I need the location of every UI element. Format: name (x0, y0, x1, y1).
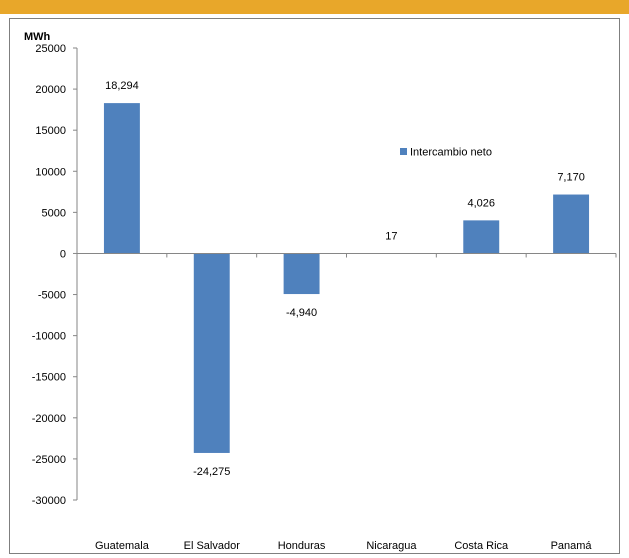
chart-border (9, 18, 620, 554)
y-axis: 25000 20000 15000 10000 5000 0 -5000 -10000 -150… (32, 43, 78, 507)
header-band (0, 0, 629, 14)
x-category-label: El Salvador (184, 540, 241, 552)
y-tick-label: -25000 (32, 454, 66, 466)
data-label: 4,026 (467, 197, 495, 209)
x-category-label: Nicaragua (366, 540, 417, 552)
x-axis: Guatemala El Salvador Honduras Nicaragua Cos… (76, 252, 617, 552)
data-labels: 18,294 -24,275 -4,940 17 4,026 7,170 (105, 80, 585, 478)
x-category-label: Costa Rica (454, 540, 509, 552)
legend-swatch (400, 148, 407, 155)
y-tick-label: 10000 (35, 166, 66, 178)
data-label: -4,940 (286, 307, 317, 319)
bar-guatemala (103, 103, 140, 254)
bar-honduras (283, 253, 320, 295)
y-unit-label: MWh (24, 31, 51, 43)
legend-label: Intercambio neto (410, 147, 492, 159)
legend: Intercambio neto (400, 147, 492, 159)
y-tick-label: -15000 (32, 372, 66, 384)
x-category-label: Honduras (278, 540, 326, 552)
data-label: 7,170 (557, 172, 585, 184)
y-tick-label: 25000 (35, 43, 66, 55)
bar-el-salvador (193, 253, 230, 453)
data-label: -24,275 (193, 466, 230, 478)
bar-costa-rica (463, 220, 500, 254)
y-tick-label: 15000 (35, 125, 66, 137)
data-label: 17 (385, 230, 397, 242)
y-tick-label: -5000 (38, 290, 66, 302)
y-tick-label: -20000 (32, 413, 66, 425)
bar-panam- (553, 194, 590, 254)
y-tick-label: 20000 (35, 84, 66, 96)
y-tick-label: 0 (60, 248, 66, 260)
x-category-label: Guatemala (95, 540, 150, 552)
y-tick-label: -30000 (32, 495, 66, 507)
data-label: 18,294 (105, 80, 139, 92)
y-tick-label: 5000 (42, 207, 66, 219)
y-tick-label: -10000 (32, 331, 66, 343)
bars (103, 103, 590, 453)
x-category-label: Panamá (551, 540, 593, 552)
